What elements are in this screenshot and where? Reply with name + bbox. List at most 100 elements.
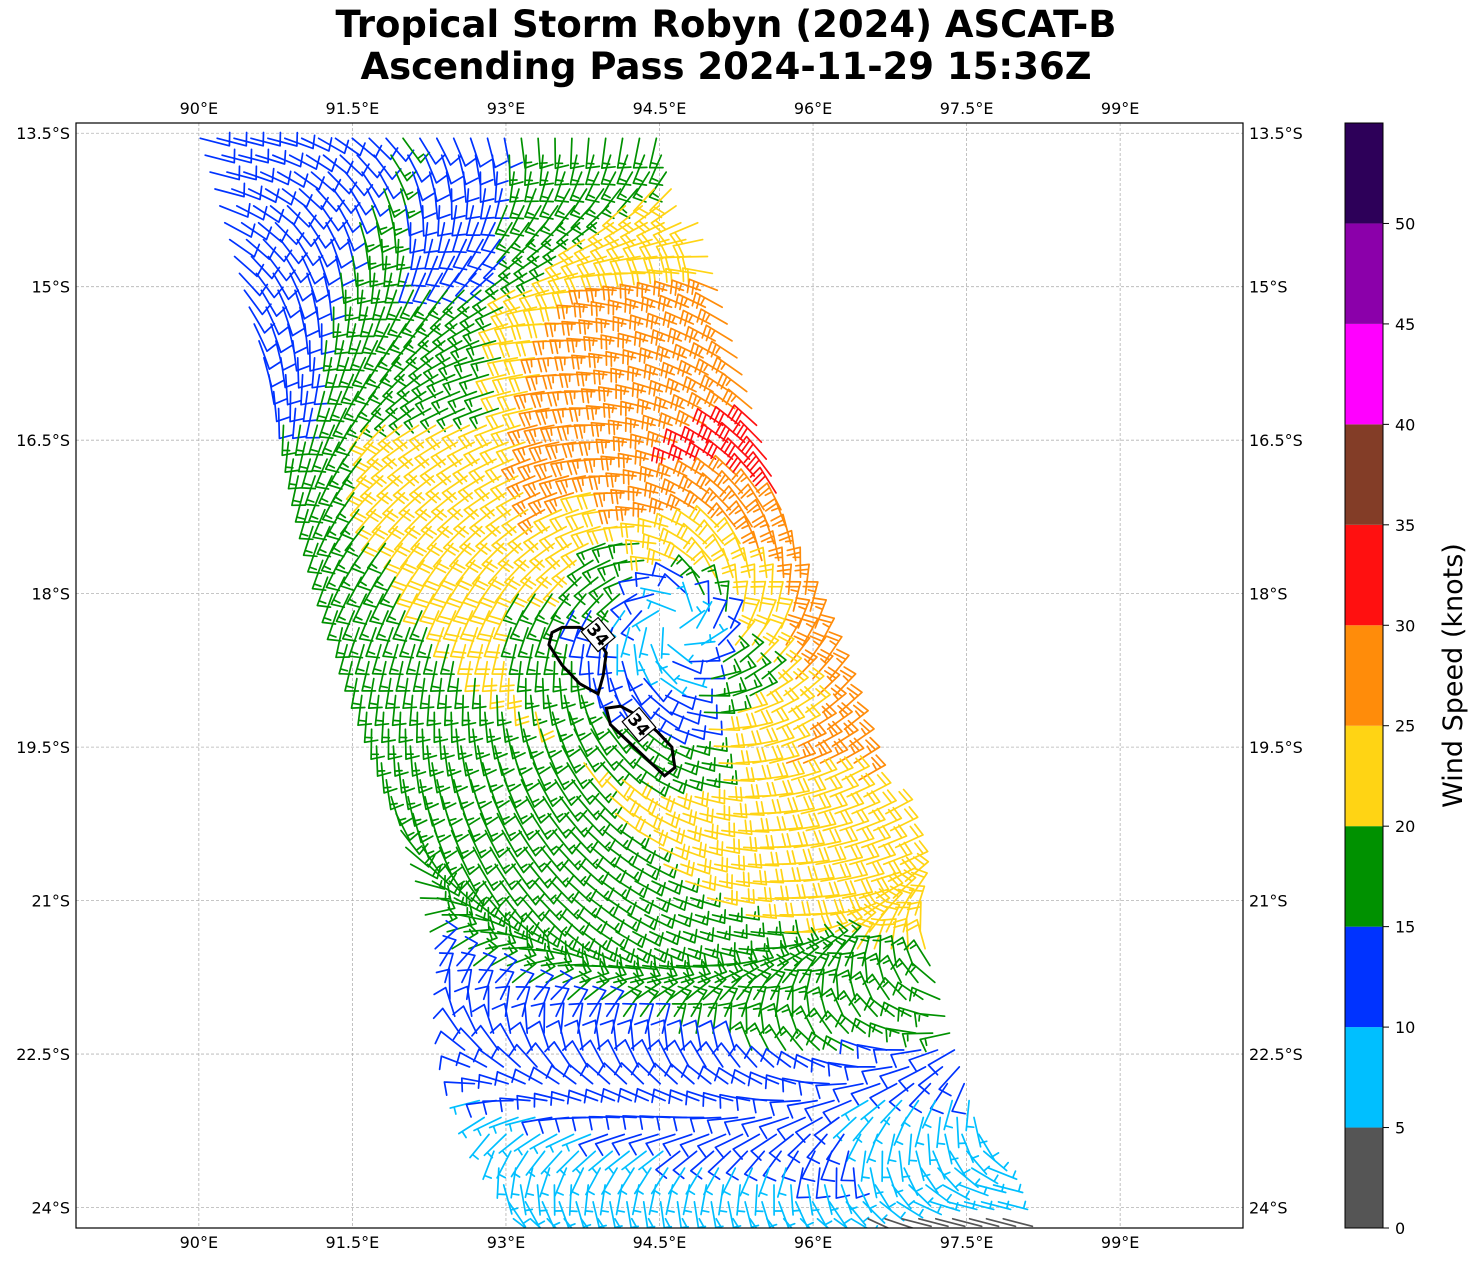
wind-barb <box>793 829 825 849</box>
wind-barb <box>507 424 538 446</box>
wind-barb <box>494 953 518 984</box>
wind-barb <box>778 777 810 798</box>
wind-barb <box>796 1167 812 1199</box>
wind-barb <box>766 1217 776 1228</box>
wind-barb <box>469 272 494 303</box>
wind-barb <box>641 414 673 432</box>
wind-barb <box>466 221 482 254</box>
wind-barb <box>626 677 653 706</box>
wind-barb <box>342 221 366 252</box>
wind-barb <box>534 627 550 659</box>
wind-barb <box>968 1217 1000 1228</box>
wind-barb <box>392 424 420 452</box>
wind-barb <box>543 492 575 515</box>
wind-barb <box>672 1150 698 1180</box>
wind-barb <box>682 1184 693 1216</box>
colorbar-tick-label: 10 <box>1395 1018 1415 1037</box>
wind-barb <box>636 398 668 415</box>
wind-barb <box>641 846 674 863</box>
wind-barb <box>578 745 606 773</box>
wind-barb <box>761 1002 782 1034</box>
colorbar-bin <box>1345 223 1383 324</box>
wind-barb <box>258 340 282 370</box>
wind-barb <box>685 971 711 1001</box>
wind-barb <box>913 1012 946 1028</box>
wind-barb <box>330 525 348 558</box>
wind-barb <box>496 1150 512 1179</box>
wind-barb <box>433 829 458 860</box>
wind-barb <box>936 1116 946 1149</box>
wind-barb <box>426 525 449 557</box>
wind-barb <box>769 1099 802 1117</box>
wind-barb <box>844 826 875 849</box>
wind-barb <box>643 795 676 813</box>
wind-barb <box>573 424 606 439</box>
wind-barb <box>914 1116 925 1148</box>
wind-barb <box>457 968 473 1001</box>
wind-barb <box>506 475 536 500</box>
wind-barb <box>498 340 531 359</box>
wind-barb <box>578 1133 609 1157</box>
wind-barb <box>810 936 834 967</box>
wind-barb <box>517 458 548 481</box>
wind-barb <box>464 660 481 693</box>
wind-barb <box>607 299 639 316</box>
wind-barb <box>845 1133 862 1162</box>
wind-barb <box>546 1217 558 1228</box>
wind-barb <box>672 659 704 675</box>
wind-barb <box>863 952 886 984</box>
wind-barb <box>943 1099 954 1131</box>
wind-barb <box>530 1002 546 1034</box>
wind-barb <box>966 1150 991 1175</box>
wind-barb <box>614 1217 622 1228</box>
wind-barb <box>521 1116 553 1136</box>
colorbar-bin <box>1345 1027 1383 1128</box>
chart-title: Tropical Storm Robyn (2024) ASCAT-B Asce… <box>0 4 1452 88</box>
wind-barb <box>694 358 726 376</box>
wind-barb <box>293 171 325 191</box>
wind-barb <box>648 497 681 515</box>
wind-barb <box>687 392 719 410</box>
wind-barb <box>233 131 265 147</box>
wind-barb <box>542 914 573 937</box>
wind-barb <box>209 165 241 181</box>
wind-barb <box>396 238 412 271</box>
wind-barb <box>835 1167 851 1199</box>
wind-barb <box>216 131 248 147</box>
colorbar-bin <box>1345 725 1383 827</box>
wind-barb <box>725 1150 749 1181</box>
wind-barb <box>615 384 647 401</box>
wind-barb <box>798 1080 830 1096</box>
wind-barb <box>524 1201 546 1228</box>
wind-barb <box>554 1167 568 1197</box>
wind-barb <box>579 1039 606 1068</box>
wind-barb <box>385 289 401 321</box>
wind-barb <box>696 308 728 326</box>
wind-barb <box>238 148 270 164</box>
wind-barb <box>291 407 307 440</box>
wind-barb <box>731 468 760 494</box>
wind-barb <box>893 1116 908 1146</box>
wind-barb <box>411 373 439 401</box>
wind-barb <box>308 221 336 249</box>
wind-barb <box>480 390 512 413</box>
wind-barb <box>749 466 777 494</box>
wind-barb <box>622 1002 638 1034</box>
wind-barb <box>640 296 673 313</box>
wind-barb <box>367 677 383 709</box>
lat-tick-label-right: 22.5°S <box>1249 1045 1303 1064</box>
wind-barb <box>764 1074 797 1090</box>
wind-barb <box>399 390 427 419</box>
wind-barb <box>359 475 384 505</box>
wind-barb <box>459 610 477 642</box>
wind-barb <box>655 1002 671 1034</box>
wind-barb <box>515 762 540 792</box>
wind-barb <box>517 508 546 535</box>
wind-barb <box>399 289 415 322</box>
wind-barb <box>927 1049 956 1076</box>
wind-barb <box>395 171 420 201</box>
wind-barb <box>600 334 632 351</box>
wind-barb <box>655 345 688 363</box>
wind-barb <box>669 279 702 296</box>
wind-barb <box>481 542 505 573</box>
